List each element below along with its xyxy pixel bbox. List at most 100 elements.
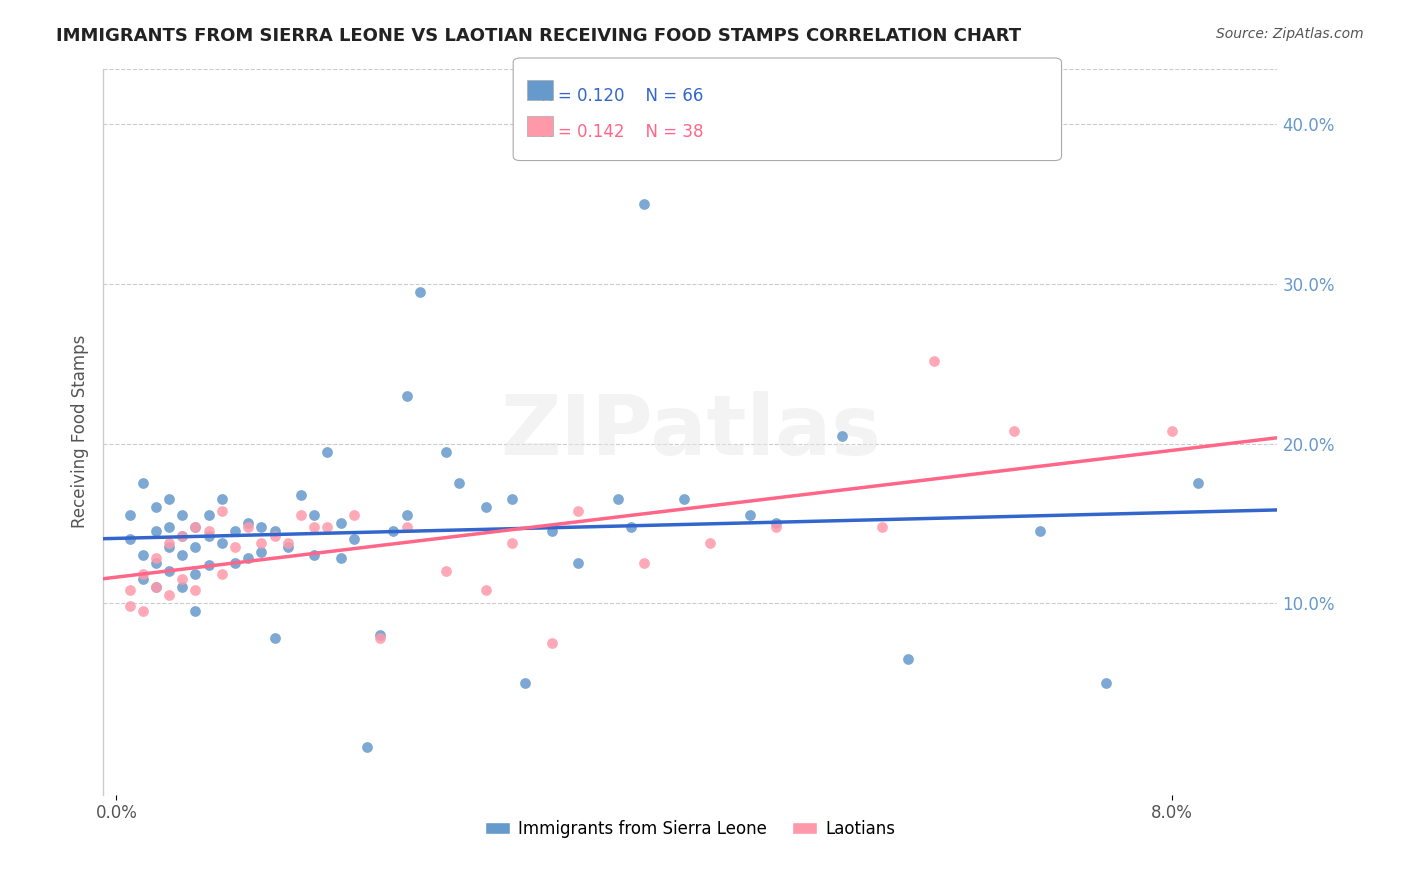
Point	[118, 508, 141, 523]
Point	[290, 488, 312, 502]
Point	[224, 524, 246, 539]
Point	[263, 529, 285, 543]
Point	[368, 632, 391, 646]
Point	[434, 564, 457, 578]
Point	[449, 476, 471, 491]
Point	[250, 545, 273, 559]
Point	[567, 503, 589, 517]
Point	[145, 524, 167, 539]
Point	[184, 604, 207, 618]
Point	[316, 519, 339, 533]
Point	[157, 588, 180, 602]
Point	[132, 604, 155, 618]
Point	[145, 551, 167, 566]
Point	[1160, 424, 1182, 438]
Point	[1187, 476, 1209, 491]
Point	[316, 444, 339, 458]
Point	[224, 541, 246, 555]
Point	[132, 567, 155, 582]
Point	[263, 632, 285, 646]
Point	[250, 519, 273, 533]
Point	[290, 508, 312, 523]
Y-axis label: Receiving Food Stamps: Receiving Food Stamps	[72, 334, 89, 528]
Point	[765, 519, 787, 533]
Point	[501, 535, 523, 549]
Point	[172, 529, 194, 543]
Point	[633, 197, 655, 211]
Point	[382, 524, 405, 539]
Point	[197, 524, 219, 539]
Point	[277, 535, 299, 549]
Point	[157, 519, 180, 533]
Point	[302, 549, 325, 563]
Point	[302, 508, 325, 523]
Point	[211, 503, 233, 517]
Text: ZIPatlas: ZIPatlas	[499, 391, 880, 472]
Point	[157, 541, 180, 555]
Point	[238, 551, 260, 566]
Point	[474, 583, 496, 598]
Point	[184, 567, 207, 582]
Point	[132, 572, 155, 586]
Point	[184, 519, 207, 533]
Point	[501, 492, 523, 507]
Point	[184, 541, 207, 555]
Point	[343, 508, 366, 523]
Point	[897, 652, 920, 666]
Point	[831, 428, 853, 442]
Point	[699, 535, 721, 549]
Point	[197, 558, 219, 572]
Point	[172, 508, 194, 523]
Point	[118, 533, 141, 547]
Text: Source: ZipAtlas.com: Source: ZipAtlas.com	[1216, 27, 1364, 41]
Point	[184, 583, 207, 598]
Point	[540, 636, 562, 650]
Point	[224, 556, 246, 570]
Point	[395, 508, 418, 523]
Point	[540, 524, 562, 539]
Point	[211, 492, 233, 507]
Text: IMMIGRANTS FROM SIERRA LEONE VS LAOTIAN RECEIVING FOOD STAMPS CORRELATION CHART: IMMIGRANTS FROM SIERRA LEONE VS LAOTIAN …	[56, 27, 1021, 45]
Point	[870, 519, 893, 533]
Point	[197, 508, 219, 523]
Point	[263, 524, 285, 539]
Point	[172, 529, 194, 543]
Point	[157, 535, 180, 549]
Point	[474, 500, 496, 515]
Point	[1095, 676, 1118, 690]
Point	[633, 556, 655, 570]
Point	[118, 599, 141, 614]
Point	[1002, 424, 1025, 438]
Point	[238, 516, 260, 531]
Point	[211, 567, 233, 582]
Point	[515, 676, 537, 690]
Point	[738, 508, 761, 523]
Point	[172, 572, 194, 586]
Point	[145, 580, 167, 594]
Point	[567, 556, 589, 570]
Point	[302, 519, 325, 533]
Point	[924, 353, 946, 368]
Point	[395, 389, 418, 403]
Point	[765, 516, 787, 531]
Point	[157, 492, 180, 507]
Point	[620, 519, 643, 533]
Point	[672, 492, 695, 507]
Legend: Immigrants from Sierra Leone, Laotians: Immigrants from Sierra Leone, Laotians	[478, 814, 903, 845]
Point	[238, 519, 260, 533]
Point	[329, 516, 352, 531]
Point	[132, 549, 155, 563]
Point	[250, 535, 273, 549]
Point	[145, 556, 167, 570]
Point	[1029, 524, 1052, 539]
Text: R = 0.142    N = 38: R = 0.142 N = 38	[541, 123, 704, 141]
Point	[184, 519, 207, 533]
Point	[211, 535, 233, 549]
Point	[118, 583, 141, 598]
Point	[145, 580, 167, 594]
Point	[172, 549, 194, 563]
Point	[395, 519, 418, 533]
Point	[145, 500, 167, 515]
Point	[343, 533, 366, 547]
Point	[606, 492, 628, 507]
